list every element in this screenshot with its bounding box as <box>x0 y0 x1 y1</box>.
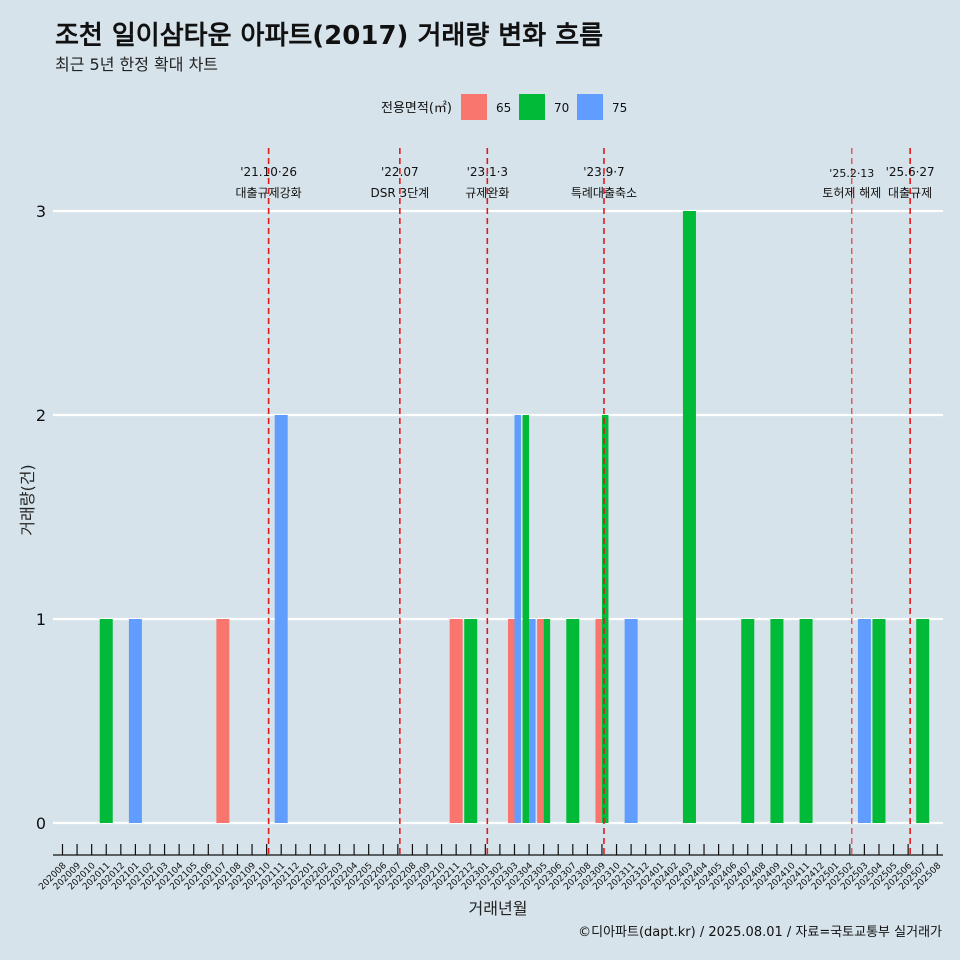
event-name-label: DSR 3단계 <box>370 186 429 200</box>
legend-label-70: 70 <box>554 101 569 115</box>
event-date-label: '22.07 <box>381 165 419 179</box>
legend-label-75: 75 <box>612 101 627 115</box>
bar-70-202407 <box>741 619 755 823</box>
bar-70-202304 <box>522 415 530 823</box>
y-tick-label: 0 <box>36 814 46 833</box>
legend: 전용면적(㎡) 65 70 75 <box>381 94 627 120</box>
y-axis-title: 거래량(건) <box>18 464 37 535</box>
bar-75-202101 <box>128 619 142 823</box>
event-name-label: 규제완화 <box>465 186 509 200</box>
event-name-label: 토허제 해제 <box>822 186 881 200</box>
bar-70-202409 <box>770 619 784 823</box>
bar-65-202309 <box>595 619 602 823</box>
event-name-label: 특례대출축소 <box>571 186 637 200</box>
bar-75-202304 <box>529 619 536 823</box>
bar-70-202507 <box>916 619 930 823</box>
bar-65-202211 <box>449 619 463 823</box>
legend-label-65: 65 <box>496 101 511 115</box>
x-axis-title: 거래년월 <box>469 899 528 918</box>
bar-70-202403 <box>682 211 696 823</box>
y-tick-label: 2 <box>36 406 46 425</box>
bar-75-202503 <box>857 619 871 823</box>
x-axis: 2020082020092020102020112020122021012021… <box>37 844 944 892</box>
chart-title: 조천 일이삼타운 아파트(2017) 거래량 변화 흐름 <box>55 21 603 51</box>
bar-70-202011 <box>99 619 113 823</box>
bar-65-202303 <box>507 619 515 823</box>
event-name-label: 대출규제강화 <box>235 186 301 200</box>
bar-65-202107 <box>216 619 230 823</box>
legend-title: 전용면적(㎡) <box>381 101 452 116</box>
event-annotations: '21.10·26 대출규제강화 '22.07 DSR 3단계 '23.1·3 규제완화 '… <box>235 165 934 200</box>
bar-70-202504 <box>872 619 886 823</box>
bar-70-202212 <box>464 619 478 823</box>
bar-65-202305 <box>537 619 544 823</box>
y-tick-label: 3 <box>36 202 46 221</box>
bars <box>99 211 930 823</box>
legend-swatch-75 <box>577 94 603 120</box>
grid <box>53 209 943 825</box>
y-axis-ticks: 0 1 2 3 <box>36 202 46 833</box>
bar-75-202303 <box>514 415 521 823</box>
bar-70-202411 <box>799 619 813 823</box>
bar-70-202309 <box>601 415 609 823</box>
event-date-label: '25.2·13 <box>829 167 874 180</box>
event-date-label: '25.6·27 <box>886 165 935 179</box>
event-date-label: '23.9·7 <box>583 165 624 179</box>
legend-swatch-70 <box>519 94 545 120</box>
bar-75-202111 <box>274 415 288 823</box>
bar-70-202307 <box>566 619 580 823</box>
y-tick-label: 1 <box>36 610 46 629</box>
event-date-label: '21.10·26 <box>240 165 297 179</box>
event-lines <box>267 148 911 855</box>
legend-swatch-65 <box>461 94 487 120</box>
event-name-label: 대출규제 <box>888 186 932 200</box>
event-date-label: '23.1·3 <box>467 165 508 179</box>
bar-75-202311 <box>624 619 638 823</box>
chart-subtitle: 최근 5년 한정 확대 차트 <box>55 55 218 74</box>
caption: ©디아파트(dapt.kr) / 2025.08.01 / 자료=국토교통부 실… <box>578 925 942 940</box>
bar-70-202305 <box>543 619 551 823</box>
